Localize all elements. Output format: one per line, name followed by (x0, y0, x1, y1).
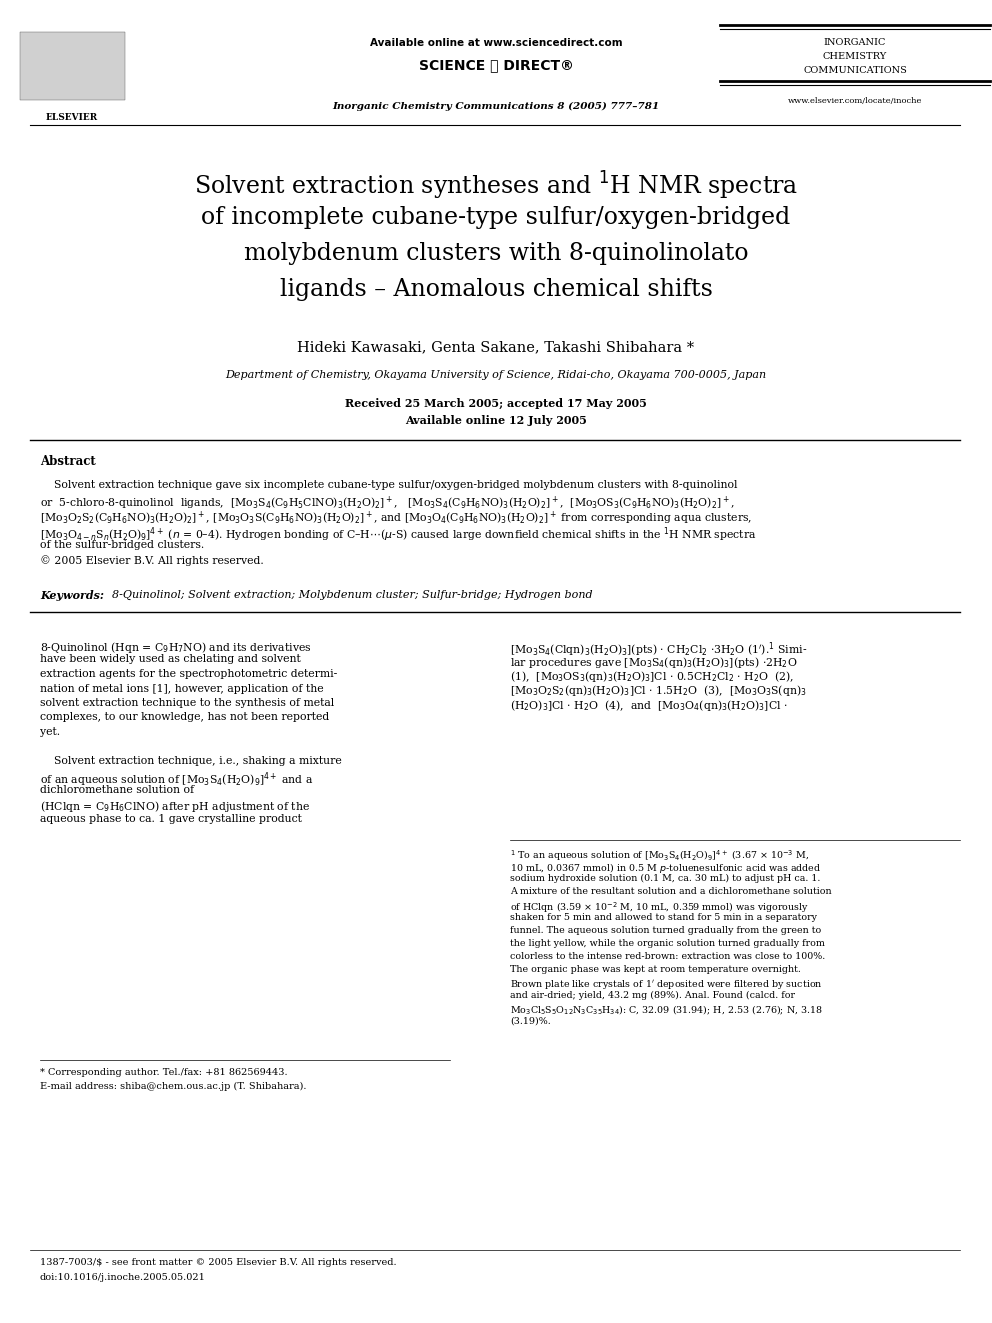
Text: dichloromethane solution of: dichloromethane solution of (40, 785, 194, 795)
Text: doi:10.1016/j.inoche.2005.05.021: doi:10.1016/j.inoche.2005.05.021 (40, 1273, 206, 1282)
Text: Available online 12 July 2005: Available online 12 July 2005 (405, 415, 587, 426)
Text: Department of Chemistry, Okayama University of Science, Ridai-cho, Okayama 700-0: Department of Chemistry, Okayama Univers… (225, 370, 767, 380)
Text: extraction agents for the spectrophotometric determi-: extraction agents for the spectrophotome… (40, 669, 337, 679)
Text: of incomplete cubane-type sulfur/oxygen-bridged: of incomplete cubane-type sulfur/oxygen-… (201, 206, 791, 229)
Text: www.elsevier.com/locate/inoche: www.elsevier.com/locate/inoche (788, 97, 923, 105)
Text: funnel. The aqueous solution turned gradually from the green to: funnel. The aqueous solution turned grad… (510, 926, 821, 935)
Text: sodium hydroxide solution (0.1 M, ca. 30 mL) to adjust pH ca. 1.: sodium hydroxide solution (0.1 M, ca. 30… (510, 875, 820, 884)
Text: Keywords:: Keywords: (40, 590, 104, 601)
Text: colorless to the intense red-brown: extraction was close to 100%.: colorless to the intense red-brown: extr… (510, 953, 825, 960)
Text: INORGANIC: INORGANIC (823, 38, 886, 48)
Text: 10 mL, 0.0367 mmol) in 0.5 M $p$-toluenesulfonic acid was added: 10 mL, 0.0367 mmol) in 0.5 M $p$-toluene… (510, 861, 821, 875)
Text: or  5-chloro-8-quinolinol  ligands,  [Mo$_3$S$_4$(C$_9$H$_5$ClNO)$_3$(H$_2$O)$_2: or 5-chloro-8-quinolinol ligands, [Mo$_3… (40, 495, 735, 512)
Text: [Mo$_3$O$_2$S$_2$(qn)$_3$(H$_2$O)$_3$]Cl $\cdot$ 1.5H$_2$O  (3),  [Mo$_3$O$_3$S(: [Mo$_3$O$_2$S$_2$(qn)$_3$(H$_2$O)$_3$]Cl… (510, 684, 806, 699)
Text: (HClqn = C$_9$H$_6$ClNO) after pH adjustment of the: (HClqn = C$_9$H$_6$ClNO) after pH adjust… (40, 799, 310, 815)
Text: (3.19)%.: (3.19)%. (510, 1017, 551, 1027)
Text: of an aqueous solution of [Mo$_3$S$_4$(H$_2$O)$_9$]$^{4+}$ and a: of an aqueous solution of [Mo$_3$S$_4$(H… (40, 770, 313, 789)
Text: aqueous phase to ca. 1 gave crystalline product: aqueous phase to ca. 1 gave crystalline … (40, 814, 302, 824)
Text: 8-Quinolinol (Hqn = C$_9$H$_7$NO) and its derivatives: 8-Quinolinol (Hqn = C$_9$H$_7$NO) and it… (40, 640, 311, 655)
Text: Solvent extraction technique, i.e., shaking a mixture: Solvent extraction technique, i.e., shak… (40, 755, 342, 766)
Text: Solvent extraction syntheses and $^1$H NMR spectra: Solvent extraction syntheses and $^1$H N… (193, 169, 799, 202)
Text: 8-Quinolinol; Solvent extraction; Molybdenum cluster; Sulfur-bridge; Hydrogen bo: 8-Quinolinol; Solvent extraction; Molybd… (105, 590, 592, 601)
Text: Available online at www.sciencedirect.com: Available online at www.sciencedirect.co… (370, 38, 622, 48)
Text: Inorganic Chemistry Communications 8 (2005) 777–781: Inorganic Chemistry Communications 8 (20… (332, 102, 660, 111)
Text: ligands – Anomalous chemical shifts: ligands – Anomalous chemical shifts (280, 278, 712, 302)
Text: (1),  [Mo$_3$OS$_3$(qn)$_3$(H$_2$O)$_3$]Cl $\cdot$ 0.5CH$_2$Cl$_2$ $\cdot$ H$_2$: (1), [Mo$_3$OS$_3$(qn)$_3$(H$_2$O)$_3$]C… (510, 669, 795, 684)
Text: SCIENCE ⓓ DIRECT®: SCIENCE ⓓ DIRECT® (419, 58, 573, 71)
Text: 1387-7003/$ - see front matter © 2005 Elsevier B.V. All rights reserved.: 1387-7003/$ - see front matter © 2005 El… (40, 1258, 397, 1267)
Text: Abstract: Abstract (40, 455, 96, 468)
Text: shaken for 5 min and allowed to stand for 5 min in a separatory: shaken for 5 min and allowed to stand fo… (510, 913, 817, 922)
Text: of HClqn (3.59 $\times$ 10$^{-2}$ M, 10 mL, 0.359 mmol) was vigorously: of HClqn (3.59 $\times$ 10$^{-2}$ M, 10 … (510, 900, 808, 914)
Text: (H$_2$O)$_3$]Cl $\cdot$ H$_2$O  (4),  and  [Mo$_3$O$_4$(qn)$_3$(H$_2$O)$_3$]Cl $: (H$_2$O)$_3$]Cl $\cdot$ H$_2$O (4), and … (510, 699, 788, 713)
Text: yet.: yet. (40, 728, 61, 737)
Text: E-mail address: shiba@chem.ous.ac.jp (T. Shibahara).: E-mail address: shiba@chem.ous.ac.jp (T.… (40, 1082, 307, 1091)
Text: COMMUNICATIONS: COMMUNICATIONS (804, 66, 907, 75)
Text: the light yellow, while the organic solution turned gradually from: the light yellow, while the organic solu… (510, 939, 825, 949)
Text: The organic phase was kept at room temperature overnight.: The organic phase was kept at room tempe… (510, 964, 801, 974)
Text: $^1$ To an aqueous solution of [Mo$_3$S$_4$(H$_2$O)$_9$]$^{4+}$ (3.67 $\times$ 1: $^1$ To an aqueous solution of [Mo$_3$S$… (510, 848, 809, 863)
Text: ELSEVIER: ELSEVIER (46, 112, 98, 122)
Text: complexes, to our knowledge, has not been reported: complexes, to our knowledge, has not bee… (40, 713, 329, 722)
Text: Received 25 March 2005; accepted 17 May 2005: Received 25 March 2005; accepted 17 May … (345, 398, 647, 409)
Text: and air-dried; yield, 43.2 mg (89%). Anal. Found (calcd. for: and air-dried; yield, 43.2 mg (89%). Ana… (510, 991, 795, 1000)
Text: [Mo$_3$O$_{4-n}$S$_n$(H$_2$O)$_9$]$^{4+}$ ($n$ = 0–4). Hydrogen bonding of C–H$\: [Mo$_3$O$_{4-n}$S$_n$(H$_2$O)$_9$]$^{4+}… (40, 525, 757, 544)
Text: have been widely used as chelating and solvent: have been widely used as chelating and s… (40, 655, 301, 664)
Text: CHEMISTRY: CHEMISTRY (823, 52, 887, 61)
Text: Solvent extraction technique gave six incomplete cubane-type sulfur/oxygen-bridg: Solvent extraction technique gave six in… (40, 480, 737, 490)
Bar (20, 32, 125, 101)
Text: Hideki Kawasaki, Genta Sakane, Takashi Shibahara *: Hideki Kawasaki, Genta Sakane, Takashi S… (298, 340, 694, 355)
Text: molybdenum clusters with 8-quinolinolato: molybdenum clusters with 8-quinolinolato (244, 242, 748, 265)
Text: lar procedures gave [Mo$_3$S$_4$(qn)$_3$(H$_2$O)$_3$](pts) $\cdot$2H$_2$O: lar procedures gave [Mo$_3$S$_4$(qn)$_3$… (510, 655, 798, 669)
Text: nation of metal ions [1], however, application of the: nation of metal ions [1], however, appli… (40, 684, 323, 693)
Text: Mo$_3$Cl$_5$S$_5$O$_{12}$N$_3$C$_{35}$H$_{34}$): C, 32.09 (31.94); H, 2.53 (2.76: Mo$_3$Cl$_5$S$_5$O$_{12}$N$_3$C$_{35}$H$… (510, 1004, 823, 1017)
Text: of the sulfur-bridged clusters.: of the sulfur-bridged clusters. (40, 540, 204, 550)
Text: Brown plate like crystals of 1$'$ deposited were filtered by suction: Brown plate like crystals of 1$'$ deposi… (510, 978, 822, 991)
Text: [Mo$_3$O$_2$S$_2$(C$_9$H$_6$NO)$_3$(H$_2$O)$_2$]$^+$, [Mo$_3$O$_3$S(C$_9$H$_6$NO: [Mo$_3$O$_2$S$_2$(C$_9$H$_6$NO)$_3$(H$_2… (40, 509, 752, 528)
Text: * Corresponding author. Tel./fax: +81 862569443.: * Corresponding author. Tel./fax: +81 86… (40, 1068, 288, 1077)
Text: [Mo$_3$S$_4$(Clqn)$_3$(H$_2$O)$_3$](pts) $\cdot$ CH$_2$Cl$_2$ $\cdot$3H$_2$O (1$: [Mo$_3$S$_4$(Clqn)$_3$(H$_2$O)$_3$](pts)… (510, 640, 807, 659)
Text: solvent extraction technique to the synthesis of metal: solvent extraction technique to the synt… (40, 699, 334, 708)
Text: A mixture of the resultant solution and a dichloromethane solution: A mixture of the resultant solution and … (510, 886, 831, 896)
Text: © 2005 Elsevier B.V. All rights reserved.: © 2005 Elsevier B.V. All rights reserved… (40, 556, 264, 566)
